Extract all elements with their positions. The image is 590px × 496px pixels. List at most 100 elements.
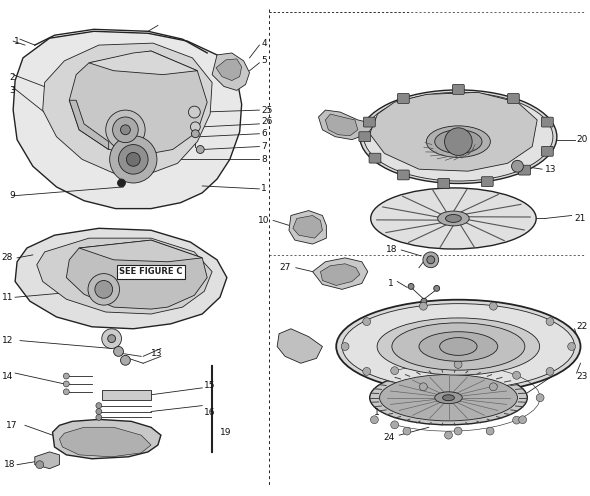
Text: 1: 1	[374, 408, 379, 417]
FancyBboxPatch shape	[507, 94, 519, 103]
Text: 13: 13	[545, 165, 556, 174]
Text: 19: 19	[220, 428, 231, 436]
Polygon shape	[293, 215, 322, 238]
Polygon shape	[325, 114, 358, 136]
Circle shape	[106, 110, 145, 149]
Circle shape	[120, 125, 130, 135]
Text: 8: 8	[261, 155, 267, 164]
Ellipse shape	[435, 392, 463, 404]
Circle shape	[403, 427, 411, 435]
Text: 13: 13	[152, 349, 163, 358]
FancyBboxPatch shape	[369, 153, 381, 163]
Circle shape	[445, 431, 453, 439]
Text: 3: 3	[9, 86, 15, 95]
Circle shape	[188, 106, 200, 118]
Polygon shape	[320, 264, 360, 285]
Polygon shape	[69, 51, 207, 153]
Circle shape	[408, 283, 414, 289]
FancyBboxPatch shape	[542, 146, 553, 156]
Text: 15: 15	[204, 381, 216, 390]
Circle shape	[421, 298, 427, 304]
Polygon shape	[102, 390, 151, 400]
Polygon shape	[66, 240, 207, 309]
Ellipse shape	[435, 130, 482, 153]
FancyBboxPatch shape	[438, 179, 450, 188]
Polygon shape	[289, 211, 326, 244]
Ellipse shape	[392, 323, 525, 370]
Ellipse shape	[360, 90, 557, 184]
Circle shape	[423, 252, 438, 268]
Circle shape	[512, 160, 523, 172]
Circle shape	[363, 317, 371, 325]
Circle shape	[568, 343, 576, 351]
FancyBboxPatch shape	[359, 132, 371, 142]
Circle shape	[513, 372, 520, 379]
Ellipse shape	[438, 211, 469, 226]
Text: 1: 1	[14, 37, 20, 46]
Text: 28: 28	[2, 253, 13, 262]
Circle shape	[126, 152, 140, 166]
Text: 4: 4	[261, 39, 267, 48]
Polygon shape	[212, 53, 250, 90]
Ellipse shape	[370, 371, 527, 425]
Circle shape	[119, 144, 148, 174]
Polygon shape	[216, 59, 242, 80]
Text: 5: 5	[261, 57, 267, 65]
Ellipse shape	[342, 304, 575, 389]
Polygon shape	[13, 31, 242, 209]
Circle shape	[391, 421, 399, 429]
Circle shape	[434, 285, 440, 291]
Circle shape	[191, 122, 200, 132]
Circle shape	[191, 130, 199, 138]
Circle shape	[95, 281, 113, 298]
Circle shape	[114, 347, 123, 356]
Text: 21: 21	[575, 214, 586, 223]
Circle shape	[96, 403, 102, 409]
Circle shape	[427, 256, 435, 264]
Circle shape	[110, 136, 157, 183]
Circle shape	[102, 329, 122, 349]
FancyBboxPatch shape	[363, 117, 375, 127]
Text: 1: 1	[261, 185, 267, 193]
Circle shape	[63, 389, 69, 395]
FancyBboxPatch shape	[542, 117, 553, 127]
Text: 14: 14	[2, 372, 13, 380]
Text: 16: 16	[204, 408, 216, 417]
Polygon shape	[370, 92, 537, 171]
Circle shape	[419, 302, 427, 310]
Text: 11: 11	[2, 293, 13, 302]
Text: 25: 25	[261, 106, 273, 115]
Ellipse shape	[377, 318, 540, 375]
Circle shape	[490, 383, 497, 391]
Ellipse shape	[371, 188, 536, 249]
Circle shape	[391, 367, 399, 374]
Circle shape	[36, 461, 44, 469]
Circle shape	[519, 416, 526, 424]
Text: 23: 23	[576, 372, 588, 380]
Circle shape	[96, 409, 102, 415]
Circle shape	[445, 128, 472, 155]
Circle shape	[490, 302, 497, 310]
Text: 17: 17	[5, 421, 17, 430]
Polygon shape	[79, 240, 202, 262]
Circle shape	[108, 335, 116, 343]
Circle shape	[513, 416, 520, 424]
Ellipse shape	[445, 214, 461, 222]
Circle shape	[88, 274, 120, 305]
Text: 18: 18	[386, 246, 397, 254]
Circle shape	[113, 117, 138, 143]
Circle shape	[454, 361, 462, 369]
Text: 2: 2	[9, 73, 15, 82]
Circle shape	[363, 368, 371, 375]
Text: 18: 18	[4, 460, 15, 469]
Circle shape	[546, 317, 554, 325]
FancyBboxPatch shape	[453, 84, 464, 94]
Polygon shape	[89, 51, 197, 74]
Circle shape	[196, 145, 204, 153]
Text: 20: 20	[576, 135, 588, 144]
Polygon shape	[277, 329, 322, 363]
Text: 22: 22	[576, 322, 588, 331]
FancyBboxPatch shape	[481, 177, 493, 186]
Circle shape	[120, 355, 130, 365]
Polygon shape	[60, 427, 151, 457]
